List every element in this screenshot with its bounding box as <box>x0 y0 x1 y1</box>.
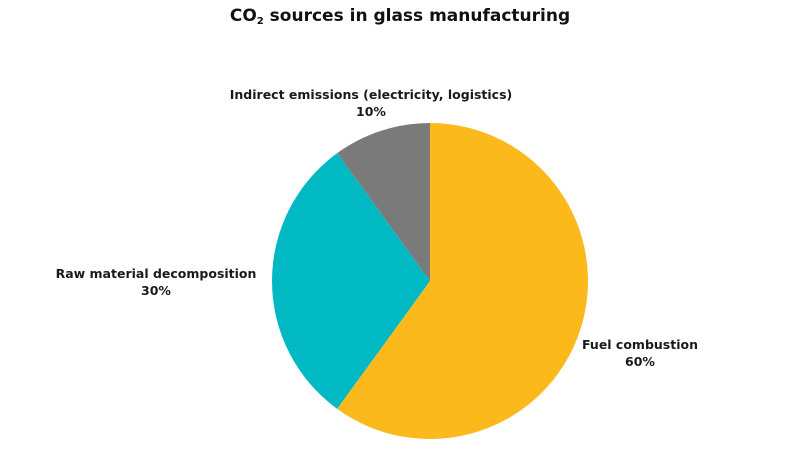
slice-label-value: 30% <box>141 283 171 298</box>
chart-title-prefix: CO <box>229 6 257 26</box>
slice-label-name: Raw material decomposition <box>55 266 257 281</box>
slice-label-fuel-combustion: Fuel combustion 60% <box>582 336 698 370</box>
slice-label-value: 60% <box>625 354 655 369</box>
slice-label-name: Fuel combustion <box>582 337 698 352</box>
slice-label-indirect-emissions: Indirect emissions (electricity, logisti… <box>230 86 513 120</box>
chart-title-suffix: sources in glass manufacturing <box>263 6 571 26</box>
chart-title: CO2 sources in glass manufacturing <box>0 6 800 27</box>
pie-slice-indirect-emissions-electricity-logistics <box>337 123 430 281</box>
pie-slice-fuel-combustion <box>337 123 589 440</box>
slice-label-raw-material-decomposition: Raw material decomposition 30% <box>56 265 257 299</box>
chart-title-subscript: 2 <box>256 16 264 27</box>
pie-slice-raw-material-decomposition <box>272 153 430 409</box>
slice-label-value: 10% <box>356 104 386 119</box>
slice-label-name: Indirect emissions (electricity, logisti… <box>229 87 513 102</box>
